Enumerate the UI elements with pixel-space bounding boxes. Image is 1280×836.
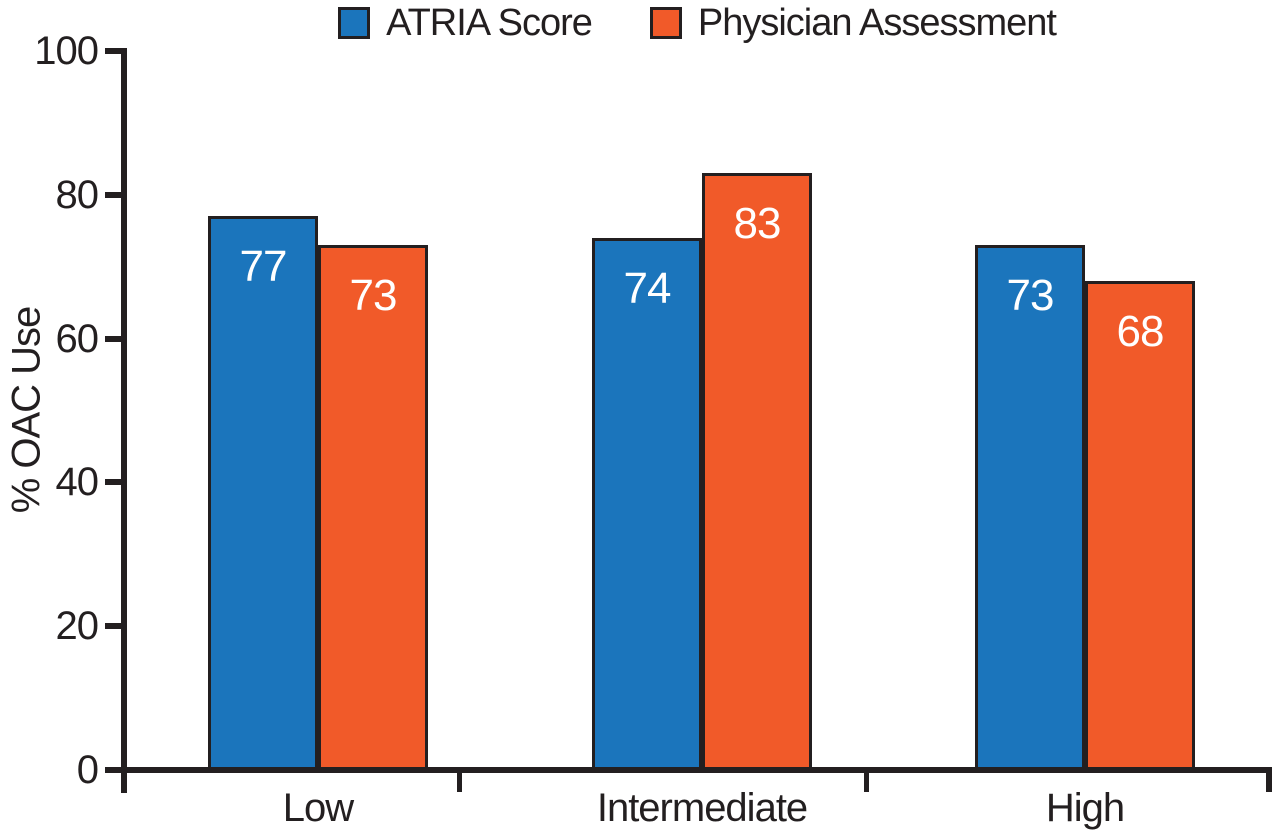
- y-tick-mark: [105, 335, 127, 342]
- bar-value-label: 73: [349, 271, 398, 321]
- bar-intermediate-atria: 74: [592, 237, 702, 773]
- y-tick-mark: [105, 191, 127, 198]
- legend-label-atria: ATRIA Score: [386, 2, 593, 44]
- chart-legend: ATRIA Score Physician Assessment: [122, 2, 1272, 44]
- bar-value-label: 73: [1006, 271, 1055, 321]
- x-tick-mark: [864, 767, 869, 792]
- y-tick-mark: [105, 623, 127, 630]
- y-tick-label: 80: [55, 172, 100, 217]
- x-tick-mark: [457, 767, 462, 792]
- bar-low-atria: 77: [208, 216, 318, 773]
- legend-item-atria: ATRIA Score: [338, 2, 593, 44]
- y-tick-mark: [105, 767, 127, 773]
- bar-high-physician: 68: [1085, 281, 1195, 773]
- x-axis-line: [122, 767, 1272, 773]
- legend-label-physician: Physician Assessment: [697, 2, 1057, 44]
- bar-low-physician: 73: [318, 245, 428, 773]
- y-tick-label: 60: [55, 316, 100, 361]
- atria-swatch-icon: [338, 7, 371, 39]
- y-tick-mark: [105, 479, 127, 486]
- legend-item-physician: Physician Assessment: [649, 2, 1057, 44]
- bar-value-label: 74: [623, 263, 672, 313]
- x-category-label-high: High: [1045, 786, 1125, 830]
- bar-value-label: 83: [733, 199, 782, 249]
- y-tick-label: 20: [55, 604, 100, 649]
- x-category-label-low: Low: [282, 786, 354, 830]
- y-tick-label: 100: [34, 29, 99, 73]
- bar-value-label: 68: [1116, 307, 1165, 357]
- y-tick-label: 40: [55, 460, 100, 505]
- y-axis-line: [121, 48, 127, 793]
- y-tick-mark: [105, 48, 127, 54]
- physician-swatch-icon: [649, 7, 682, 39]
- x-axis-end-tick: [1266, 767, 1272, 792]
- bar-high-atria: 73: [975, 245, 1085, 773]
- bar-intermediate-physician: 83: [702, 173, 812, 773]
- x-category-label-intermediate: Intermediate: [596, 786, 808, 830]
- y-tick-label: 0: [76, 748, 99, 792]
- bar-value-label: 77: [239, 242, 288, 292]
